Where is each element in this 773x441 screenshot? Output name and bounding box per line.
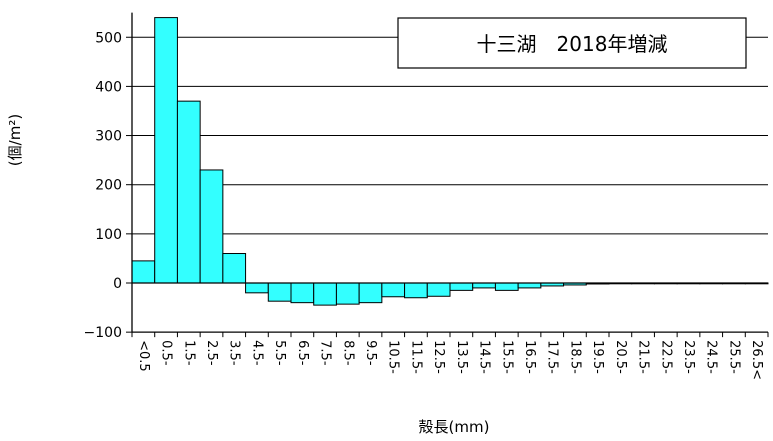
bar <box>472 282 496 289</box>
x-tick-label: 23.5- <box>681 340 696 374</box>
bar <box>426 282 451 297</box>
chart-title-box: 十三湖 2018年増減 <box>397 17 747 69</box>
x-tick-label: 2.5- <box>204 340 219 366</box>
bar <box>517 282 542 289</box>
x-tick-label: 22.5- <box>658 340 673 374</box>
bar <box>131 260 156 284</box>
y-tick-label: 200 <box>95 178 122 194</box>
x-tick-label: 20.5- <box>613 340 628 374</box>
y-tick-labels: −100 0 100 200 300 400 500 <box>84 30 122 341</box>
bar <box>267 282 292 302</box>
bar <box>199 169 224 284</box>
x-tick-label: 26.5< <box>749 340 764 380</box>
chart-title: 十三湖 2018年増減 <box>477 32 668 56</box>
bar <box>154 17 178 284</box>
bar <box>222 253 247 284</box>
x-tick-label: 13.5- <box>454 340 469 374</box>
x-tick-label: 18.5- <box>567 340 582 374</box>
x-tick-label: 16.5- <box>522 340 537 374</box>
y-tick-label: −100 <box>84 325 122 341</box>
x-tick-label: 15.5- <box>499 340 514 374</box>
x-tick-label: 10.5- <box>386 340 401 374</box>
bar <box>176 100 201 284</box>
x-tick-label: 19.5- <box>590 340 605 374</box>
x-tick-label: 25.5- <box>726 340 741 374</box>
bar <box>404 282 428 299</box>
x-tick-label: 14.5- <box>477 340 492 374</box>
y-tick-label: 400 <box>95 79 122 95</box>
bar <box>381 282 406 298</box>
y-tick-label: 500 <box>95 30 122 46</box>
y-axis-title: (個/m²) <box>6 114 24 166</box>
x-tick-label: 17.5- <box>545 340 560 374</box>
axes <box>126 12 769 338</box>
bar <box>245 282 269 294</box>
x-axis-title: 殻長(mm) <box>419 418 490 436</box>
x-tick-label: 6.5- <box>295 340 310 366</box>
x-tick-label: 3.5- <box>227 340 242 366</box>
x-tick-label: 5.5- <box>272 340 287 366</box>
y-tick-label: 300 <box>95 129 122 145</box>
bar <box>313 282 337 306</box>
x-tick-label: 4.5- <box>249 340 264 366</box>
bar <box>290 282 315 304</box>
x-tick-labels: <0.5 0.5- 1.5- 2.5- 3.5- 4.5- 5.5- 6.5- 7.5- 8.5-… <box>136 340 764 380</box>
x-tick-label: 7.5- <box>318 340 333 366</box>
x-tick-label: 0.5- <box>159 340 174 366</box>
bar <box>335 282 360 305</box>
x-tick-label: 24.5- <box>704 340 719 374</box>
x-tick-label: <0.5 <box>136 340 151 372</box>
x-tick-label: 12.5- <box>431 340 446 374</box>
bar <box>494 282 519 291</box>
bar <box>358 282 383 304</box>
x-tick-label: 11.5- <box>408 340 423 374</box>
y-tick-label: 100 <box>95 227 122 243</box>
x-tick-label: 1.5- <box>181 340 196 366</box>
x-tick-label: 9.5- <box>363 340 378 366</box>
x-tick-label: 21.5- <box>636 340 651 374</box>
x-tick-label: 8.5- <box>340 340 355 366</box>
y-tick-label: 0 <box>113 276 122 292</box>
bar <box>449 282 474 291</box>
